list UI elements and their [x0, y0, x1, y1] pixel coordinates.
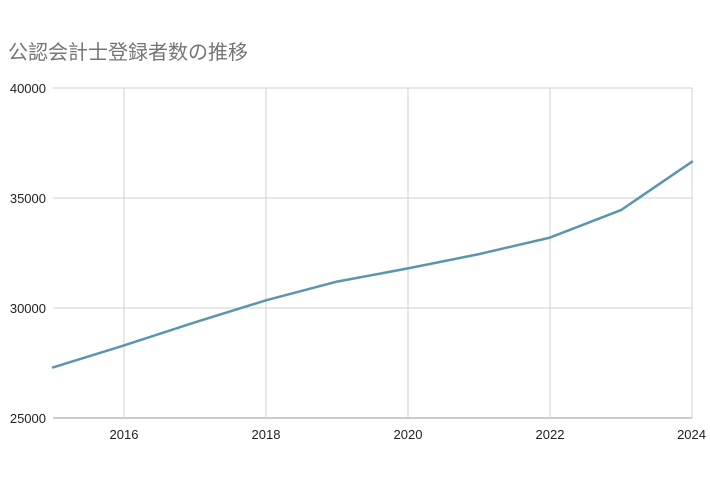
y-tick-label: 25000 — [10, 411, 46, 426]
y-tick-label: 40000 — [10, 81, 46, 96]
x-tick-label: 2022 — [536, 427, 565, 442]
data-point — [548, 236, 552, 240]
x-tick-label: 2018 — [252, 427, 281, 442]
data-point — [193, 320, 197, 324]
y-tick-label: 35000 — [10, 191, 46, 206]
chart-title: 公認会計士登録者数の推移 — [8, 40, 248, 64]
y-tick-label: 30000 — [10, 301, 46, 316]
data-point — [619, 208, 623, 212]
data-point — [690, 160, 694, 164]
data-point — [51, 365, 55, 369]
data-point — [335, 280, 339, 284]
x-tick-label: 2016 — [110, 427, 139, 442]
data-point — [406, 266, 410, 270]
data-point — [264, 298, 268, 302]
data-point — [122, 343, 126, 347]
x-tick-label: 2020 — [394, 427, 423, 442]
x-tick-label: 2024 — [677, 427, 706, 442]
data-point — [477, 252, 481, 256]
series-line — [51, 160, 694, 369]
